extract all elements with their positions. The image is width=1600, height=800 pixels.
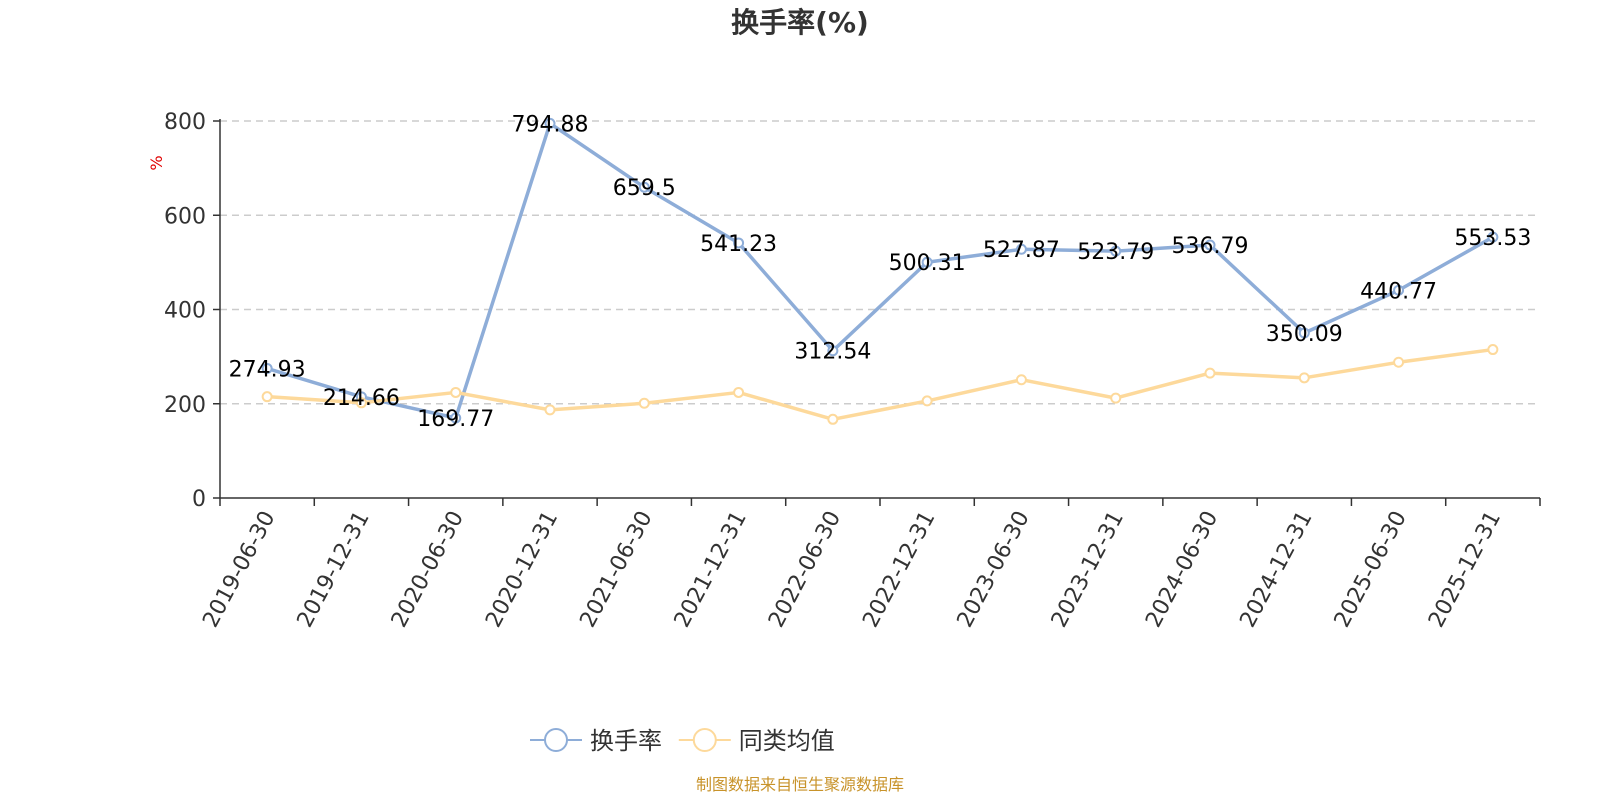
- x-tick-label: 2024-06-30: [1141, 507, 1223, 632]
- data-point: [1393, 284, 1405, 296]
- data-label: 794.88: [512, 112, 589, 137]
- legend: 换手率 同类均值: [530, 727, 835, 755]
- legend-label: 同类均值: [739, 727, 835, 755]
- data-point: [733, 386, 745, 398]
- data-label: 659.5: [613, 176, 676, 201]
- legend-marker-icon: [544, 728, 568, 752]
- data-point: [733, 237, 745, 249]
- data-point: [1393, 356, 1405, 368]
- x-tick-label: 2022-12-31: [858, 507, 940, 632]
- data-point: [261, 391, 273, 403]
- data-point: [1015, 243, 1027, 255]
- y-tick-label: 0: [192, 487, 206, 512]
- grid-lines: [220, 120, 1540, 405]
- x-tick-label: 2023-06-30: [953, 507, 1035, 632]
- data-label: 541.23: [700, 232, 777, 257]
- data-point: [638, 181, 650, 193]
- data-labels: 274.93 214.66 169.77 794.88 659.5 541.23 312.5…: [229, 112, 1532, 432]
- data-label: 274.93: [229, 357, 306, 382]
- legend-item-1[interactable]: 同类均值: [678, 727, 835, 755]
- x-tick-label: 2020-12-31: [481, 507, 563, 632]
- data-label: 553.53: [1454, 226, 1531, 251]
- legend-item-0[interactable]: 换手率: [530, 727, 662, 755]
- data-point: [1487, 344, 1499, 356]
- data-label: 312.54: [794, 340, 871, 365]
- x-tick-label: 2022-06-30: [764, 507, 846, 632]
- data-point: [638, 397, 650, 409]
- series-line-0: [266, 121, 1494, 420]
- x-tick-label: 2024-12-31: [1235, 507, 1317, 632]
- y-tick-label: 200: [164, 393, 206, 418]
- data-label: 214.66: [323, 386, 400, 411]
- data-point: [1298, 327, 1310, 339]
- y-tick-label: 600: [164, 204, 206, 229]
- data-point: [1015, 374, 1027, 386]
- x-tick-label: 2021-06-30: [575, 507, 657, 632]
- data-point: [450, 412, 462, 424]
- y-axis-unit-label: %: [147, 155, 166, 170]
- x-tick-label: 2019-12-31: [293, 507, 375, 632]
- data-point: [827, 413, 839, 425]
- data-point: [1110, 392, 1122, 404]
- x-tick-label: 2021-12-31: [670, 507, 752, 632]
- data-point: [1110, 245, 1122, 257]
- x-tick-label: 2020-06-30: [387, 507, 469, 632]
- x-tick-label: 2019-06-30: [198, 507, 280, 632]
- data-label: 350.09: [1266, 322, 1343, 347]
- legend-label: 换手率: [590, 727, 662, 755]
- data-point: [450, 386, 462, 398]
- data-label: 536.79: [1172, 234, 1249, 259]
- x-tick-label: 2025-12-31: [1424, 507, 1506, 632]
- data-point: [544, 117, 556, 129]
- data-point: [1204, 367, 1216, 379]
- series-line-1: [267, 347, 1494, 422]
- series-lines: [261, 117, 1499, 425]
- y-tick-label: 400: [164, 299, 206, 324]
- data-label: 440.77: [1360, 279, 1437, 304]
- data-point: [1298, 372, 1310, 384]
- data-label: 500.31: [889, 251, 966, 276]
- legend-marker-icon: [692, 728, 717, 752]
- y-tick-label: 800: [164, 110, 206, 135]
- data-point: [921, 256, 933, 268]
- data-point: [1204, 239, 1216, 251]
- data-point: [355, 397, 367, 409]
- data-point: [261, 362, 273, 374]
- x-tick-label: 2023-12-31: [1047, 507, 1129, 632]
- data-point: [1487, 231, 1499, 243]
- x-tick-label: 2025-06-30: [1330, 507, 1412, 632]
- data-label: 169.77: [417, 407, 494, 432]
- data-label: 527.87: [983, 238, 1060, 263]
- chart-title: 换手率(%): [731, 6, 869, 39]
- data-point: [544, 404, 556, 416]
- data-point: [921, 395, 933, 407]
- data-label: 523.79: [1077, 240, 1154, 265]
- data-point: [827, 345, 839, 357]
- data-source-note: 制图数据来自恒生聚源数据库: [696, 775, 904, 794]
- axes: 0 200 400 600 800 2019-06-30 2019-12-31 2020-06…: [164, 110, 1541, 632]
